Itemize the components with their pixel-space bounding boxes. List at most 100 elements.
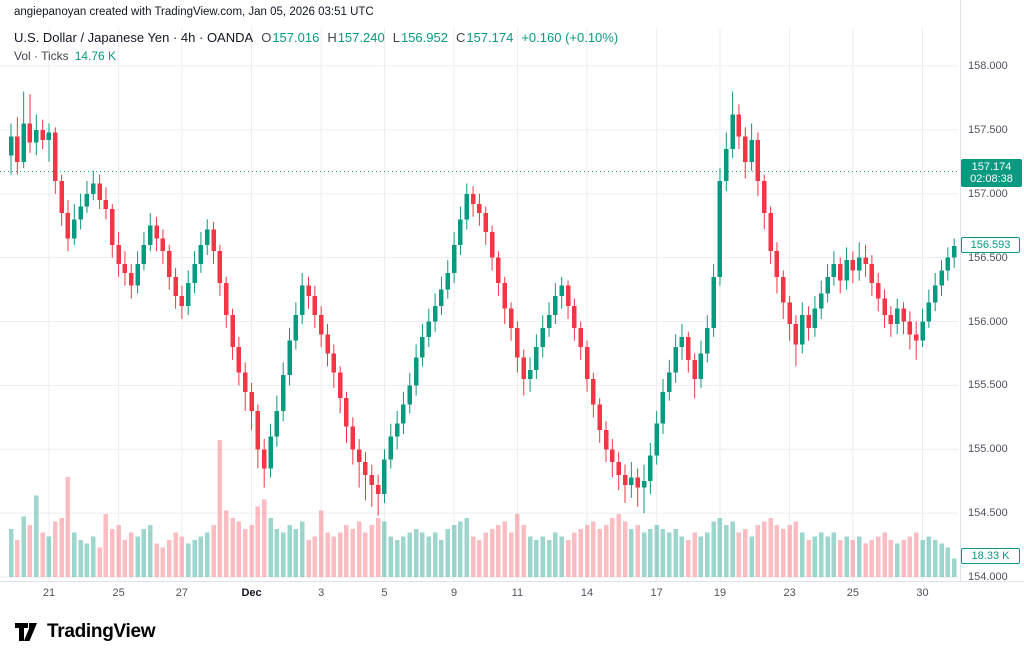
volume-bar xyxy=(420,532,425,577)
volume-bar xyxy=(299,521,305,577)
candle-body xyxy=(217,251,223,284)
volume-bar xyxy=(21,516,26,577)
high-value: 157.240 xyxy=(337,30,385,45)
candle-body xyxy=(344,398,349,427)
volume-bar xyxy=(888,540,894,577)
x-axis-label: 19 xyxy=(713,587,727,599)
candle-body xyxy=(318,315,324,335)
volume-bar xyxy=(837,540,843,577)
candle-body xyxy=(464,193,470,220)
volume-bar xyxy=(388,536,394,577)
volume-bar xyxy=(603,525,609,577)
candle-body xyxy=(597,404,602,431)
volume-bar xyxy=(268,517,273,577)
candle-body xyxy=(154,225,159,239)
candle-body xyxy=(945,257,951,271)
volume-bar xyxy=(951,558,957,577)
candle-body xyxy=(508,308,514,328)
volume-bar xyxy=(597,528,602,577)
price-scale[interactable]: 158.000 157.500 157.000 156.500 156.000 155.5… xyxy=(960,0,1024,583)
volume-bar xyxy=(255,506,261,577)
volume-bar xyxy=(787,525,792,577)
y-axis-label: 155.000 xyxy=(968,443,1008,456)
volume-bar xyxy=(553,532,558,577)
volume-bar xyxy=(648,528,653,577)
candle-body xyxy=(774,251,780,277)
candle-body xyxy=(110,209,115,245)
candle-body xyxy=(850,260,856,271)
volume-bar xyxy=(686,540,691,577)
candle-body xyxy=(72,219,77,239)
volume-bar xyxy=(154,543,159,577)
volume-bar xyxy=(65,477,71,577)
candle-body xyxy=(875,283,881,299)
volume-bar xyxy=(46,536,52,577)
candle-body xyxy=(160,238,166,252)
high-label: H xyxy=(327,30,337,45)
candle-body xyxy=(572,306,577,328)
candle-body xyxy=(584,347,590,379)
candle-body xyxy=(261,449,267,469)
volume-bar xyxy=(584,525,590,577)
volume-bar xyxy=(698,536,704,577)
secondary-price-value: 156.593 xyxy=(970,238,1011,251)
volume-bar xyxy=(287,525,292,577)
volume-bar xyxy=(148,525,153,577)
candle-body xyxy=(787,302,792,325)
y-axis-label: 156.500 xyxy=(968,251,1008,264)
candle-body xyxy=(698,353,704,379)
candle-body xyxy=(762,180,767,213)
candle-body xyxy=(489,232,495,258)
y-axis-label: 154.000 xyxy=(968,571,1008,583)
volume-bar xyxy=(407,532,413,577)
symbol-title[interactable]: U.S. Dollar / Japanese Yen · 4h · OANDA xyxy=(14,30,254,45)
volume-bar xyxy=(198,536,204,577)
candle-body xyxy=(375,485,381,494)
candle-body xyxy=(844,260,849,281)
candle-body xyxy=(230,315,235,348)
candle-body xyxy=(27,123,33,143)
volume-indicator-label[interactable]: Vol · Ticks xyxy=(14,49,69,63)
volume-bar xyxy=(293,528,299,577)
candle-body xyxy=(781,276,786,303)
candle-body xyxy=(426,321,432,337)
candle-body xyxy=(705,327,710,354)
x-axis-label: 11 xyxy=(511,587,524,599)
candle-body xyxy=(280,375,286,411)
volume-bar xyxy=(325,532,330,577)
volume-bar xyxy=(413,528,419,577)
volume-bar xyxy=(369,525,375,577)
candle-body xyxy=(185,283,191,307)
volume-bar xyxy=(426,536,432,577)
candle-body xyxy=(198,244,204,265)
candle-body xyxy=(84,193,90,207)
candle-body xyxy=(325,334,330,354)
candle-body xyxy=(382,459,387,494)
candle-body xyxy=(91,183,96,194)
y-axis-label: 156.000 xyxy=(968,315,1008,328)
x-axis-label: 3 xyxy=(318,587,325,599)
candle-body xyxy=(793,324,799,345)
candle-body xyxy=(167,251,172,277)
volume-bar xyxy=(705,532,710,577)
volume-bar xyxy=(565,540,571,577)
volume-bar xyxy=(179,536,185,577)
candle-body xyxy=(356,449,362,463)
volume-bar xyxy=(578,528,583,577)
volume-bar xyxy=(451,525,457,577)
candle-body xyxy=(46,132,52,141)
volume-bar xyxy=(464,517,470,577)
close-value: 157.174 xyxy=(466,30,514,45)
candle-body xyxy=(616,462,621,475)
tradingview-logo[interactable]: TradingView xyxy=(14,620,156,644)
volume-bar xyxy=(667,532,672,577)
volume-bar xyxy=(736,532,742,577)
x-axis-label: 21 xyxy=(42,587,56,599)
candle-body xyxy=(749,140,754,162)
volume-bar xyxy=(477,540,482,577)
volume-bar xyxy=(508,532,514,577)
current-price-badge: 157.174 02:08:38 xyxy=(961,158,1022,187)
time-scale[interactable]: 21 25 27 Dec 3 5 9 11 14 17 19 23 25 30 xyxy=(0,581,1024,608)
